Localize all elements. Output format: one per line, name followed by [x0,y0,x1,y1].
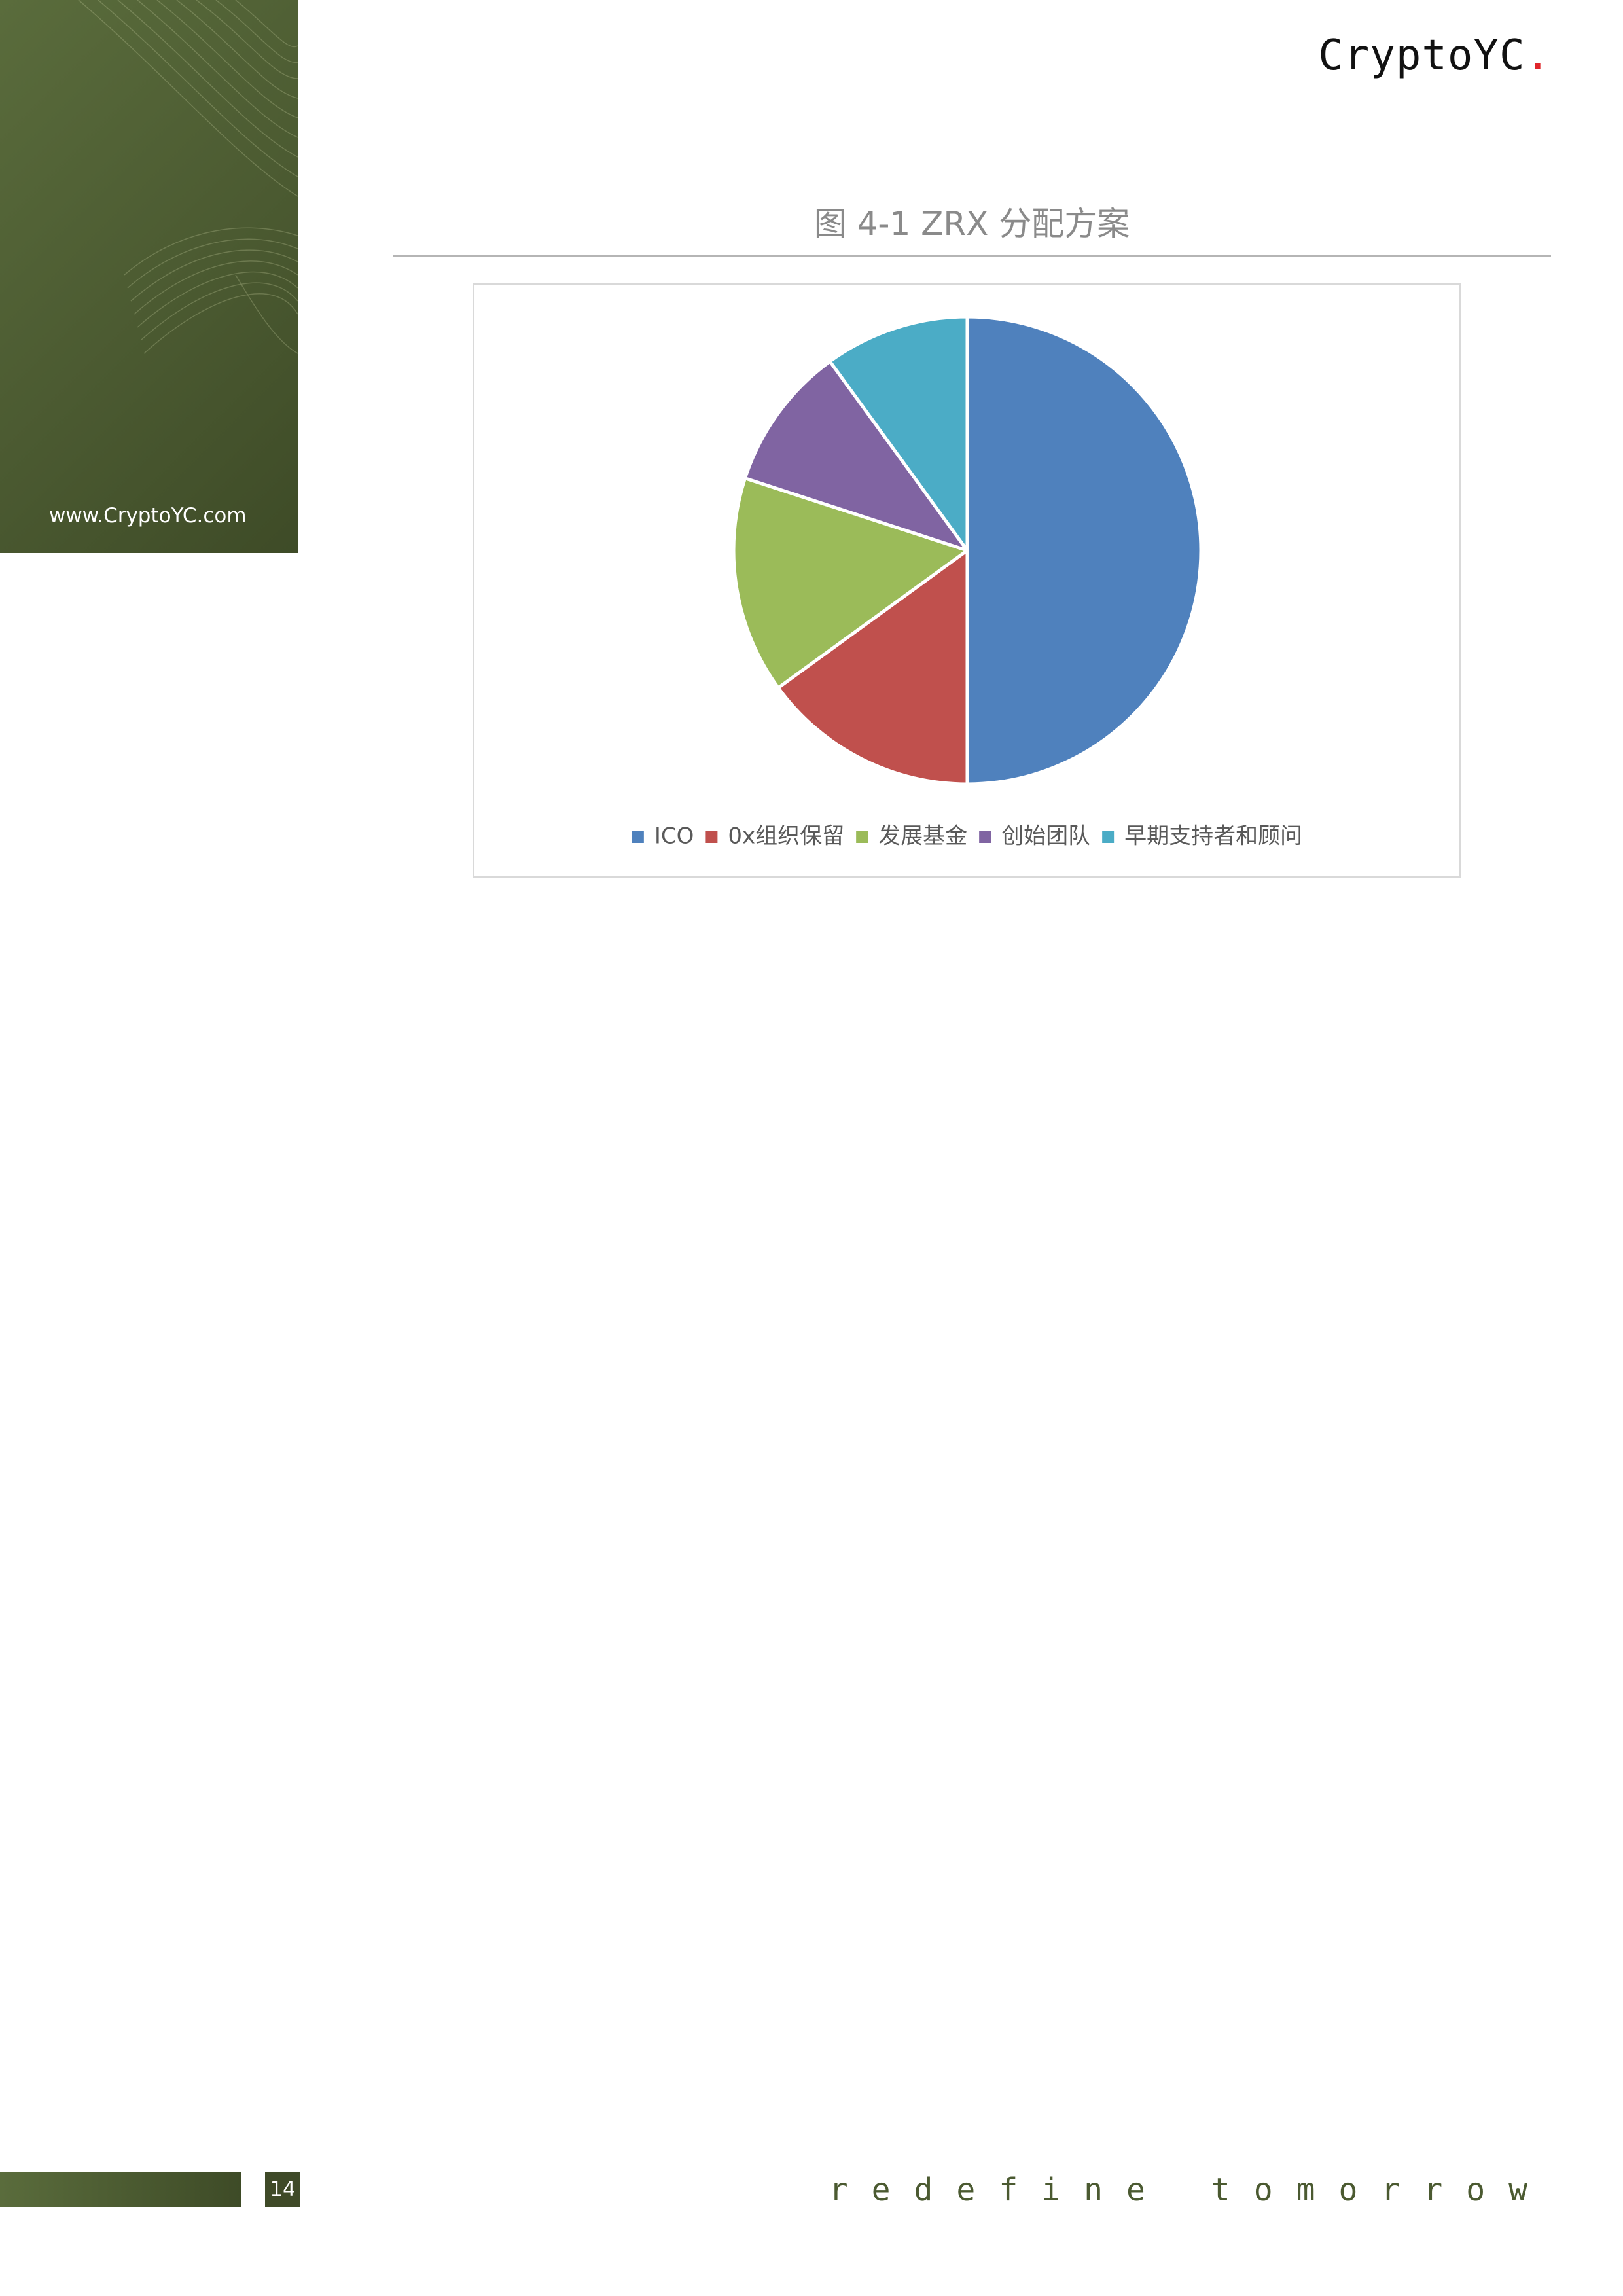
pie-slice-2 [732,476,969,690]
footer-bar [0,2172,241,2207]
legend-label-1: 0x组织保留 [728,823,844,850]
pie-slice-4 [828,315,969,552]
legend-label-4: 早期支持者和顾问 [1124,823,1302,850]
brand-name: CryptoYC [1318,31,1525,80]
pie-slices [732,315,1203,786]
legend-swatch-1 [705,831,718,843]
pie-chart-svg: ICO 0x组织保留 发展基金 创始团队 早期支持者和顾问 [632,315,1302,850]
pie-chart: ICO 0x组织保留 发展基金 创始团队 早期支持者和顾问 [473,283,1461,878]
pie-slice-1 [776,548,969,786]
legend-swatch-3 [979,831,991,843]
page-number: 14 [265,2172,300,2207]
website-url: www.CryptoYC.com [49,504,247,528]
legend-swatch-0 [632,831,644,843]
side-panel: www.CryptoYC.com [0,0,298,553]
legend-label-3: 创始团队 [1001,823,1090,850]
figure-title: 图 4-1 ZRX 分配方案 [813,205,1130,243]
legend-label-0: ICO [654,823,694,850]
pie-slice-3 [743,359,969,552]
pie-slice-0 [965,315,1203,786]
brand-logo: CryptoYC. [1318,31,1551,80]
title-divider [393,255,1551,257]
legend-swatch-4 [1102,831,1115,843]
wave-decoration [78,0,298,354]
chart-legend: ICO 0x组织保留 发展基金 创始团队 早期支持者和顾问 [632,823,1302,850]
legend-label-2: 发展基金 [878,823,967,850]
brand-dot: . [1525,31,1551,80]
footer-tagline: redefine tomorrow [829,2172,1551,2208]
legend-swatch-2 [856,831,868,843]
